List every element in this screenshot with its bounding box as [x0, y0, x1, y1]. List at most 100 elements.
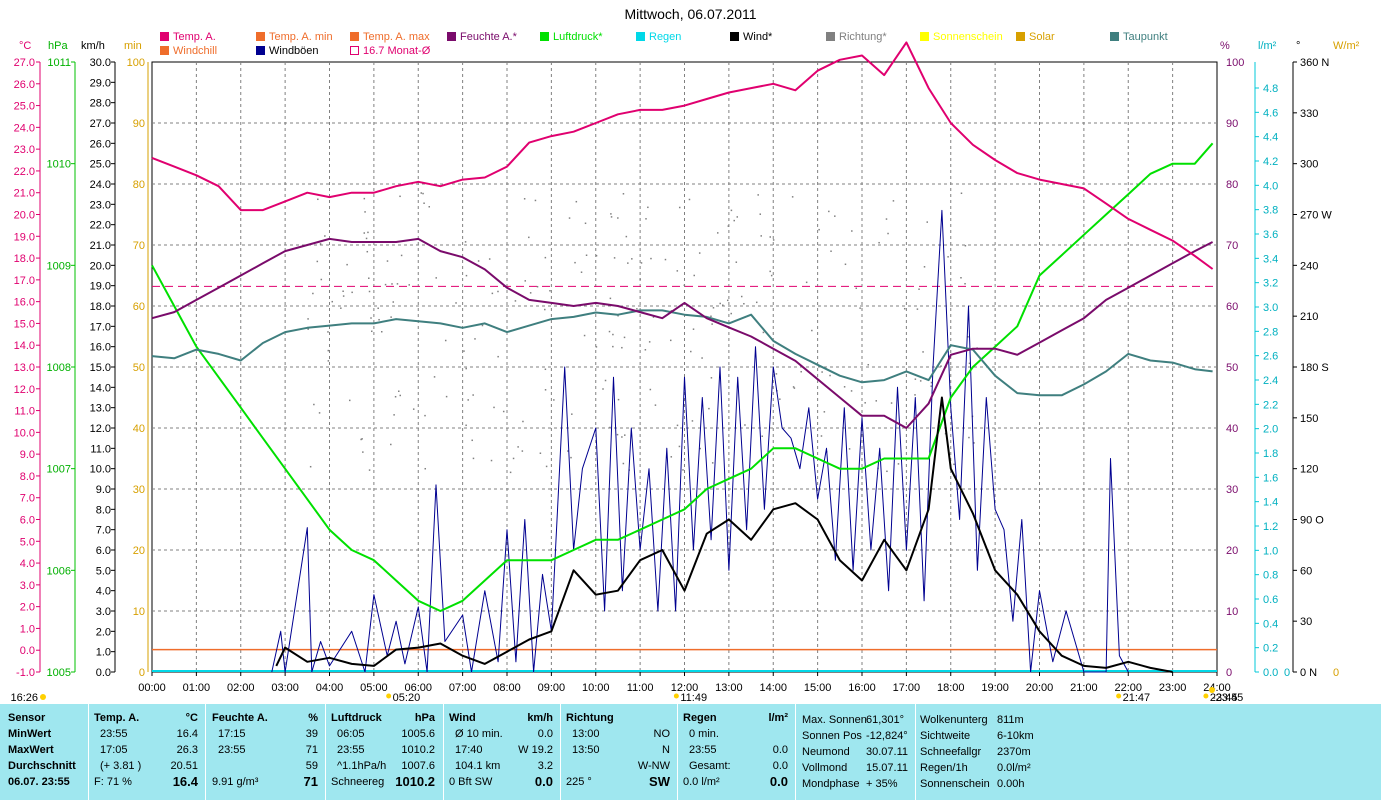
hpa-axis-label: 1009	[47, 260, 71, 272]
direction-dot	[744, 424, 746, 426]
feuchte-cell-label: 17:15	[218, 728, 246, 740]
wind-row: Ø 10 min. 0.0	[449, 726, 553, 742]
temp-axis-label: 2.0	[20, 602, 35, 614]
temp-axis-label: 23.0	[14, 144, 35, 156]
direction-dot	[755, 301, 758, 304]
temp-cell-value: 26.3	[176, 744, 198, 756]
regen-cell-value: 0.0	[769, 774, 788, 789]
direction-dot	[474, 338, 476, 340]
direction-dot	[829, 374, 831, 377]
kmh-axis-label: 8.0	[96, 504, 111, 516]
temp-row: 23:55 16.4	[94, 726, 198, 742]
rain-axis-label: 2.4	[1263, 375, 1278, 387]
direction-dot	[319, 243, 322, 245]
richtung-cell-label: 225 °	[566, 776, 592, 788]
direction-dot	[612, 333, 614, 336]
x-tick-label: 15:00	[804, 682, 832, 694]
legend-swatch	[920, 32, 929, 41]
astro-cell-value: 30.07.11	[866, 746, 909, 758]
direction-dot	[647, 206, 649, 209]
direction-dot	[571, 413, 573, 415]
direction-dot	[309, 465, 312, 468]
direction-dot	[327, 360, 330, 362]
direction-dot	[631, 258, 633, 260]
direction-dot	[465, 274, 468, 277]
temp-axis-label: 18.0	[14, 253, 35, 265]
direction-dot	[380, 330, 383, 333]
wind-row: 0 Bft SW 0.0	[449, 774, 553, 790]
astro-cell-label: Vollmond	[802, 762, 848, 774]
direction-dot	[693, 274, 695, 277]
axis-header-celsius: °C	[19, 40, 32, 52]
direction-dot	[730, 209, 733, 212]
direction-dot	[362, 451, 364, 453]
direction-dot	[342, 295, 345, 297]
direction-dot	[348, 399, 351, 402]
rain-axis-label: 0.0	[1263, 667, 1278, 679]
direction-dot	[363, 197, 366, 200]
deg-axis-label: 360 N	[1300, 57, 1329, 69]
temp-axis-label: 8.0	[20, 471, 35, 483]
sunset-marker	[1209, 687, 1215, 693]
deg-axis-label: 240	[1300, 260, 1318, 272]
direction-dot	[412, 408, 415, 410]
weather-chart: 00:00 01:00 02:00 03:00 04:00 05:00 06:00 07:00…	[10, 41, 1339, 704]
kmh-axis-label: 13.0	[90, 403, 111, 415]
rain-axis-label: 1.4	[1263, 497, 1278, 509]
temp-axis-label: -1.0	[16, 667, 35, 679]
temp-axis-label: 17.0	[14, 275, 35, 287]
rain-axis-label: 3.8	[1263, 205, 1278, 217]
legend-label: Feuchte A.*	[460, 31, 517, 43]
direction-dot	[914, 378, 917, 380]
direction-dot	[524, 280, 527, 282]
feuchte-column: Feuchte A.% 17:15 39 23:55 71 59 9.91 g/m³ 71	[212, 710, 318, 790]
misc-row: Wolkenunterg 811m	[920, 712, 1040, 728]
kmh-axis-label: 25.0	[90, 159, 111, 171]
temp-cell-value: 20.51	[170, 760, 198, 772]
deg-axis-label: 0 N	[1300, 667, 1317, 679]
direction-dot	[491, 292, 494, 295]
direction-dot	[875, 400, 878, 402]
direction-dot	[624, 434, 626, 436]
legend-swatch	[540, 32, 549, 41]
direction-dot	[823, 411, 826, 413]
direction-dot	[390, 443, 392, 446]
direction-dot	[464, 241, 467, 243]
direction-dot	[467, 399, 469, 401]
direction-dot	[953, 463, 955, 466]
min-axis-label: 50	[133, 362, 145, 374]
percent-axis-label: 90	[1226, 118, 1238, 130]
x-tick-label: 05:00	[360, 682, 388, 694]
temp-axis-label: 21.0	[14, 188, 35, 200]
regen-row: 0.0 l/m² 0.0	[683, 774, 788, 790]
luftdruck-row: Schneereg 1010.2	[331, 774, 435, 790]
legend-label: Windchill	[173, 45, 218, 57]
min-axis-label: 40	[133, 423, 145, 435]
direction-dot	[574, 261, 576, 264]
feuchte-row: 59	[212, 758, 318, 774]
direction-dot	[843, 386, 846, 388]
direction-dot	[400, 254, 403, 257]
deg-axis-label: 180 S	[1300, 362, 1329, 374]
direction-dot	[669, 339, 672, 342]
x-tick-label: 13:00	[715, 682, 743, 694]
legend-swatch	[350, 32, 359, 41]
direction-dot	[455, 302, 457, 304]
direction-dot	[688, 198, 691, 201]
kmh-axis-label: 1.0	[96, 647, 111, 659]
row-label-max: MaxWert	[8, 744, 54, 756]
kmh-axis-label: 27.0	[90, 118, 111, 130]
kmh-axis-label: 12.0	[90, 423, 111, 435]
astro-cell-value: 61,301°	[866, 714, 905, 726]
hpa-axis-label: 1008	[47, 362, 71, 374]
feuchte-cell-value: 71	[303, 774, 318, 789]
direction-dot	[690, 350, 692, 353]
legend-entry: Solar	[1016, 31, 1055, 43]
wind-cell-value: 0.0	[534, 774, 553, 789]
feuchte-cell-value: 59	[305, 760, 318, 772]
direction-dot	[648, 341, 651, 343]
temp-axis-label: 24.0	[14, 122, 35, 134]
temp-axis-label: 12.0	[14, 384, 35, 396]
luftdruck-row: 23:55 1010.2	[331, 742, 435, 758]
regen-cell-value: 0.0	[772, 760, 788, 772]
